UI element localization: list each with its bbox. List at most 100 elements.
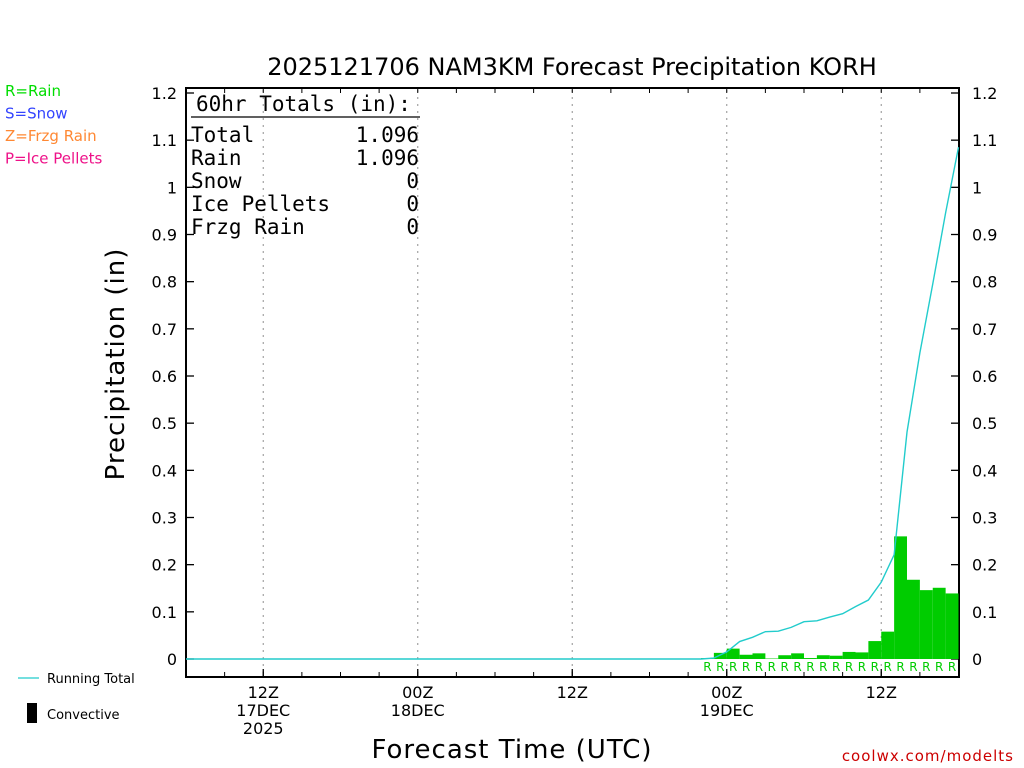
- precip-type-label: R: [755, 660, 763, 674]
- rain-bar: [804, 658, 817, 659]
- rain-bar: [894, 536, 907, 659]
- rain-bar: [932, 587, 946, 659]
- rain-bar: [868, 641, 882, 659]
- precip-type-label: R: [871, 660, 879, 674]
- y-tick-label-right: 0.7: [972, 320, 997, 339]
- y-tick-label: 0.7: [152, 320, 177, 339]
- running-total-legend-label: Running Total: [47, 672, 135, 687]
- precip-type-label: R: [819, 660, 827, 674]
- bottom-legend: Running Total Convective: [18, 672, 135, 723]
- x-axis-label: Forecast Time (UTC): [371, 735, 652, 765]
- precip-legend-item: Z=Frzg Rain: [5, 127, 97, 145]
- precip-type-label: R: [768, 660, 776, 674]
- x-tick-label: 18DEC: [391, 701, 445, 720]
- y-tick-label-right: 0: [972, 650, 982, 669]
- running-total-line: [186, 147, 960, 660]
- x-tick-label: 17DEC: [236, 701, 290, 720]
- x-tick-label: 19DEC: [700, 701, 754, 720]
- precip-type-legend: R=Rain S=Snow Z=Frzg Rain P=Ice Pellets: [5, 82, 102, 168]
- convective-legend-label: Convective: [47, 708, 120, 723]
- y-tick-label-right: 0.3: [972, 509, 997, 528]
- rain-bar: [778, 655, 792, 659]
- x-tick-label: 00Z: [402, 683, 433, 702]
- rain-bar: [752, 653, 766, 659]
- totals-row-value: 0: [406, 169, 419, 193]
- y-tick-label: 0.9: [152, 226, 177, 245]
- precip-type-label: R: [729, 660, 737, 674]
- totals-row-label: Ice Pellets: [191, 192, 330, 216]
- grid-lines: [262, 90, 882, 677]
- y-tick-label: 1.2: [152, 84, 177, 103]
- totals-row-value: 0: [406, 192, 419, 216]
- x-tick-label: 2025: [243, 719, 284, 738]
- y-tick-label-right: 1.2: [972, 84, 997, 103]
- y-tick-label-right: 0.2: [972, 556, 997, 575]
- precip-type-label: R: [703, 660, 711, 674]
- precip-type-label: R: [793, 660, 801, 674]
- x-tick-label: 00Z: [711, 683, 742, 702]
- y-tick-label: 0.6: [152, 367, 177, 386]
- y-axis-right: 0 0.1 0.2 0.3 0.4 0.5 0.6 0.7 0.8 0.9 1 1.1 1.2: [951, 84, 997, 669]
- precip-type-label: R: [806, 660, 814, 674]
- chart-title: 2025121706 NAM3KM Forecast Precipitation…: [267, 53, 877, 81]
- precip-type-label: R: [909, 660, 917, 674]
- totals-header: 60hr Totals (in):: [196, 92, 411, 116]
- x-tick-label: 12Z: [866, 683, 897, 702]
- rain-bar: [791, 653, 804, 659]
- running-total-polyline: [186, 147, 960, 660]
- totals-row-label: Total: [191, 123, 254, 147]
- convective-swatch: [27, 703, 37, 723]
- rain-bar: [945, 593, 959, 659]
- rain-bar: [713, 652, 727, 659]
- rain-bar: [919, 590, 933, 659]
- totals-row-value: 1.096: [356, 123, 419, 147]
- y-tick-label-right: 0.5: [972, 414, 997, 433]
- precip-legend-item: P=Ice Pellets: [5, 150, 102, 168]
- totals-row-value: 0: [406, 215, 419, 239]
- precip-type-label: R: [781, 660, 789, 674]
- rain-bars: [701, 536, 959, 659]
- precip-legend-item: S=Snow: [5, 105, 68, 123]
- precip-type-label: R: [935, 660, 943, 674]
- y-axis-label: Precipitation (in): [101, 248, 131, 481]
- y-tick-label: 0.8: [152, 273, 177, 292]
- y-tick-label-right: 0.9: [972, 226, 997, 245]
- y-tick-label: 1: [167, 178, 177, 197]
- y-tick-label-right: 0.6: [972, 367, 997, 386]
- totals-box: 60hr Totals (in): Total 1.096 Rain 1.096 Sno…: [191, 92, 420, 239]
- rain-bar: [907, 579, 920, 659]
- rain-bar: [829, 655, 843, 659]
- precip-type-label: R: [742, 660, 750, 674]
- totals-row-label: Rain: [191, 146, 242, 170]
- x-tick-label: 12Z: [248, 683, 279, 702]
- x-tick-label: 12Z: [557, 683, 588, 702]
- y-axis-left: 0 0.1 0.2 0.3 0.4 0.5 0.6 0.7 0.8 0.9 1 1.1 1.2: [152, 84, 194, 669]
- y-tick-label-right: 0.8: [972, 273, 997, 292]
- totals-row-value: 1.096: [356, 146, 419, 170]
- y-tick-label: 0: [167, 650, 177, 669]
- precip-type-label: R: [832, 660, 840, 674]
- precip-type-label: R: [948, 660, 956, 674]
- precip-type-label: R: [884, 660, 892, 674]
- y-tick-label: 0.5: [152, 414, 177, 433]
- precip-type-label: R: [922, 660, 930, 674]
- y-tick-label: 0.3: [152, 509, 177, 528]
- y-tick-label-right: 1.1: [972, 131, 997, 150]
- y-tick-label-right: 1: [972, 178, 982, 197]
- y-tick-label: 0.1: [152, 603, 177, 622]
- rain-bar: [881, 631, 895, 659]
- totals-row-label: Snow: [191, 169, 242, 193]
- rain-bar: [855, 652, 869, 659]
- precip-type-label: R: [845, 660, 853, 674]
- precip-type-label: R: [896, 660, 904, 674]
- y-tick-label-right: 0.4: [972, 461, 997, 480]
- totals-row-label: Frzg Rain: [191, 215, 305, 239]
- y-tick-label-right: 0.1: [972, 603, 997, 622]
- rain-bar: [842, 651, 856, 659]
- precip-type-label: R: [716, 660, 724, 674]
- y-tick-label: 0.2: [152, 556, 177, 575]
- rain-bar: [739, 654, 753, 659]
